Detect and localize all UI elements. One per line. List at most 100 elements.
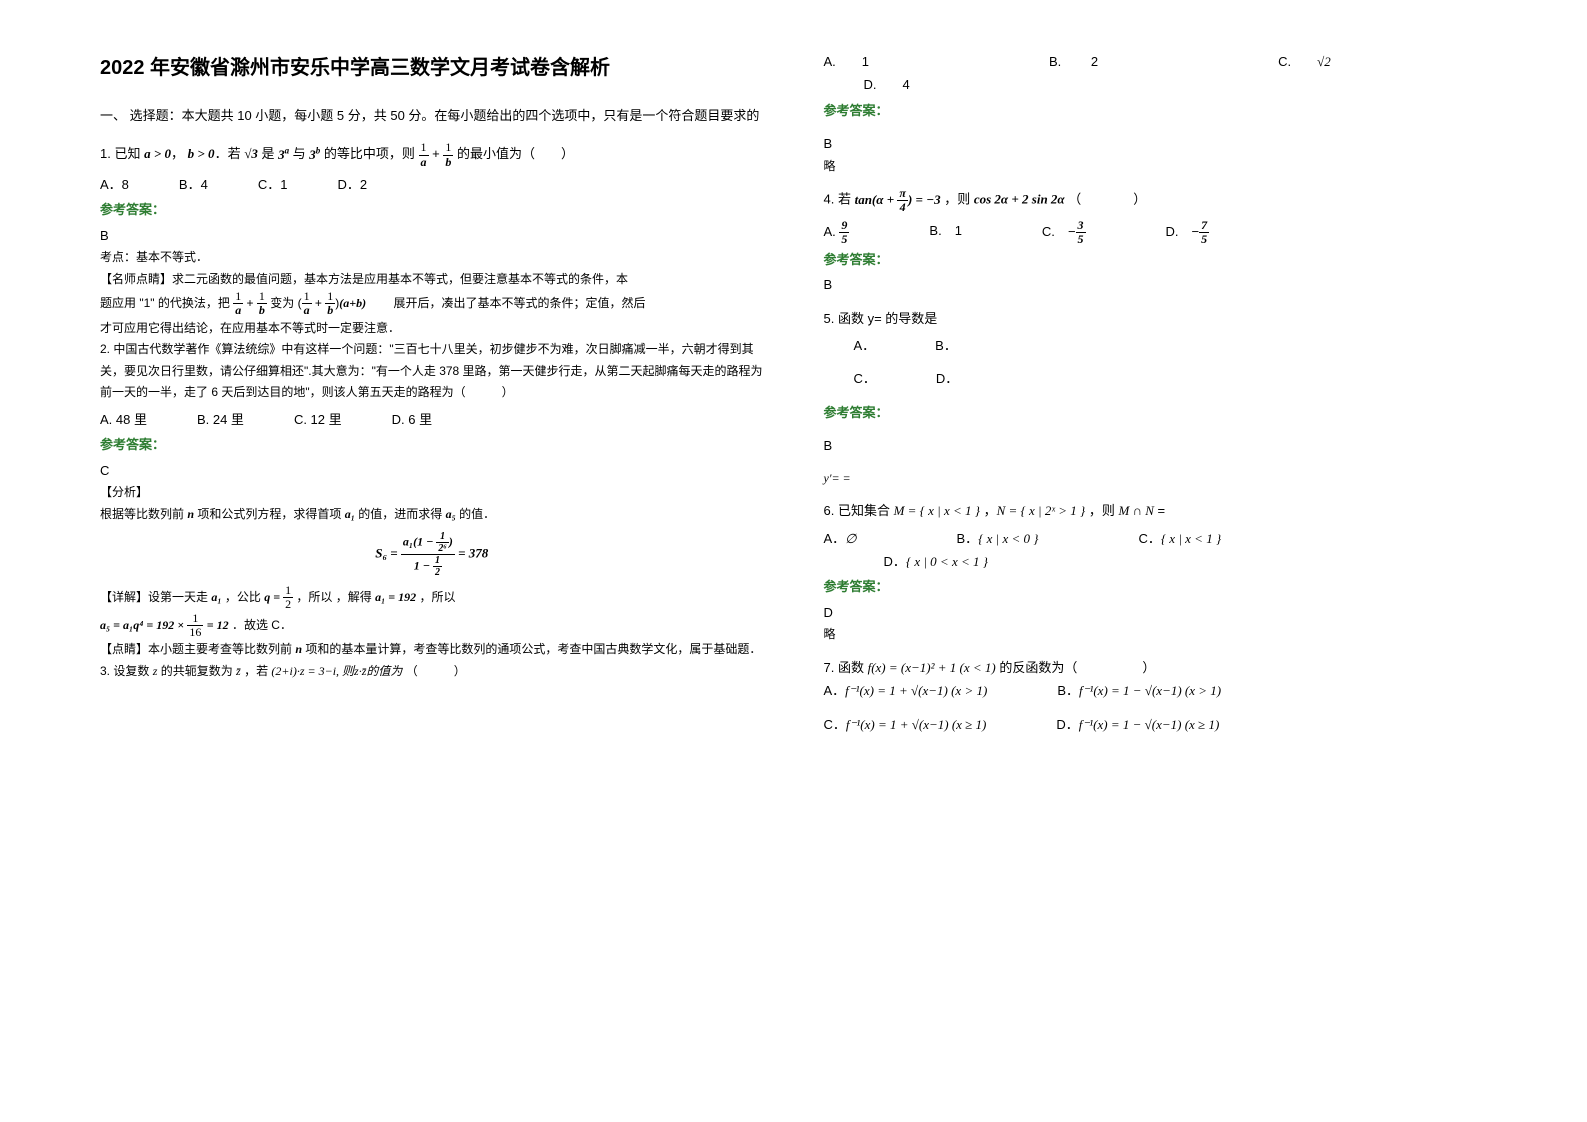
q3-opt-a: A. 1: [824, 50, 870, 73]
question-1: 1. 已知 a > 0， b > 0．若 √3 是 3a 与 3b 的等比中项，…: [100, 141, 764, 168]
right-column: A. 1 B. 2 C. √2 D. 4 参考答案： B 略 4. 若 tan(…: [824, 50, 1488, 1072]
q5-opt-c: C．: [854, 367, 876, 390]
q-eq: q =: [264, 590, 283, 604]
q7-opt-d: D．f⁻¹(x) = 1 − √(x−1) (x ≥ 1): [1056, 713, 1219, 736]
q3-answer-label: 参考答案：: [824, 99, 1488, 122]
q2-opt-d: D. 6 里: [392, 408, 432, 431]
frac-d: 4: [897, 201, 908, 214]
frac-d: b: [325, 304, 335, 317]
frac-n: 1: [302, 290, 312, 304]
a5-12: = 12: [207, 617, 229, 631]
q1-tail: 的最小值为（ ）: [457, 147, 574, 162]
inner-d: 2⁶: [436, 543, 448, 554]
q3c-label: C.: [1278, 54, 1291, 69]
q1-3a: 3a: [278, 147, 289, 162]
x01: { x | 0 < x < 1 }: [906, 554, 988, 569]
q1-sqrt3: √3: [244, 147, 258, 162]
q2-dete: ，所以: [419, 590, 455, 604]
q1-opt-d: D．2: [337, 173, 367, 196]
pi4-frac: π4: [897, 187, 908, 214]
frac-n: 1: [443, 141, 453, 155]
sym-z: z: [153, 664, 158, 678]
q1-note3-frac1: 1a: [233, 290, 243, 317]
q2-det: 【详解】设第一天走 a₁ ，公比 q = 12 ，所以 ，解得 a₁ = 192…: [100, 584, 764, 611]
q2-answer-label: 参考答案：: [100, 433, 764, 456]
q2-fx1c: 的值，进而求得: [358, 507, 445, 521]
q3-b: 的共轭复数为: [161, 664, 236, 678]
q4-a: 4. 若: [824, 192, 855, 207]
q1-b: b > 0: [188, 147, 215, 162]
q3-opt-d: D. 4: [864, 73, 1488, 96]
z-expr: (2+i)·z = 3−i, 则z·z̄的值为: [271, 664, 402, 678]
question-6: 6. 已知集合 M = { x | x < 1 } ，N = { x | 2ˣ …: [824, 499, 1488, 522]
q5-deriv: y′= =: [824, 468, 1488, 490]
q2-pj1: 【点睛】本小题主要考查等比数列前: [100, 642, 295, 656]
q6c-label: C．: [1138, 531, 1160, 546]
q1-frac1: 1a: [419, 141, 429, 168]
question-3: 3. 设复数 z 的共轭复数为 z̄ ，若 (2+i)·z = 3−i, 则z·…: [100, 661, 764, 683]
q5-opt-a: A．: [854, 334, 876, 357]
q7-options-row2: C．f⁻¹(x) = 1 + √(x−1) (x ≥ 1) D．f⁻¹(x) =…: [824, 713, 1488, 736]
q1-note3-ab: (a+b): [339, 296, 366, 310]
sqrt2: √2: [1317, 54, 1331, 69]
q4a-label: A.: [824, 224, 840, 239]
frac-n: 1: [419, 141, 429, 155]
q5-options-row1: A． B．: [854, 334, 1488, 357]
q4c-frac: 35: [1076, 219, 1086, 246]
q1-opt-b: B．4: [179, 173, 208, 196]
frac-n: 1: [187, 612, 203, 626]
frac-d: b: [257, 304, 267, 317]
inner-d2: 2: [433, 567, 442, 578]
q1-note4: 才可应用它得出结论，在应用基本不等式时一定要注意．: [100, 318, 764, 340]
q1-note3b: 变为: [270, 296, 297, 310]
q6-b: ，: [984, 503, 997, 518]
q4-cossin: cos 2α + 2 sin 2α: [974, 192, 1065, 207]
q1-answer: B: [100, 224, 764, 247]
xlt0: { x | x < 0 }: [978, 531, 1038, 546]
q3-d: （ ）: [406, 664, 466, 678]
q7-opt-a: A．f⁻¹(x) = 1 + √(x−1) (x > 1): [824, 679, 988, 702]
q6-answer: D: [824, 601, 1488, 624]
q2-pj: 【点睛】本小题主要考查等比数列前 n 项和的基本量计算，考查等比数列的通项公式，…: [100, 639, 764, 661]
set-M: M = { x | x < 1 }: [894, 503, 980, 518]
q6-opt-a: A．∅: [824, 527, 857, 550]
page-title: 2022 年安徽省滁州市安乐中学高三数学文月考试卷含解析: [100, 50, 764, 86]
q4-tan: tan(α + π4) = −3: [855, 192, 941, 207]
q4-b: ，则: [944, 192, 974, 207]
q4-answer: B: [824, 273, 1488, 296]
a5-eq: a₅ = a₁q⁴ = 192 ×: [100, 617, 184, 631]
q7c-label: C．: [824, 717, 846, 732]
q2-fx1a: 根据等比数列前: [100, 507, 187, 521]
q7-b: 的反函数为（ ）: [999, 660, 1155, 675]
q4d-label: D.: [1166, 224, 1192, 239]
frac-d: 5: [1199, 233, 1209, 246]
q6-opt-c: C．{ x | x < 1 }: [1138, 527, 1221, 550]
s6-den: 1 − 12: [401, 555, 455, 578]
s6-eq: = 378: [458, 546, 488, 561]
frac-n: 1: [325, 290, 335, 304]
sym-n2: n: [295, 642, 302, 656]
q4-answer-label: 参考答案：: [824, 248, 1488, 271]
sym-a1b: a₁: [211, 590, 221, 604]
sym-zbar: z̄: [236, 664, 241, 678]
a1-192: a₁ = 192: [375, 590, 416, 604]
f7a: f⁻¹(x) = 1 + √(x−1) (x > 1): [845, 683, 987, 698]
q2-deta: 【详解】设第一天走: [100, 590, 211, 604]
q3-opt-c: C. √2: [1278, 50, 1331, 73]
frac-d: 16: [187, 626, 203, 639]
set-N: N = { x | 2ˣ > 1 }: [997, 503, 1086, 518]
question-4: 4. 若 tan(α + π4) = −3 ，则 cos 2α + 2 sin …: [824, 187, 1488, 214]
q1-3b-exp: b: [316, 145, 321, 155]
MN: M ∩ N: [1119, 503, 1154, 518]
q6-opt-d: D．{ x | 0 < x < 1 }: [884, 550, 1488, 573]
section-heading: 一、 选择题：本大题共 10 小题，每小题 5 分，共 50 分。在每小题给出的…: [100, 104, 764, 127]
empty: ∅: [845, 531, 856, 546]
frac-n: 1: [283, 584, 293, 598]
fx7: f(x) = (x−1)² + 1 (x < 1): [868, 660, 996, 675]
q2-opt-a: A. 48 里: [100, 408, 147, 431]
q2-fx1b: 项和公式列方程，求得首项: [197, 507, 344, 521]
q4d-frac: 75: [1199, 219, 1209, 246]
q5-answer: B: [824, 434, 1488, 457]
q1-prefix: 1. 已知: [100, 147, 140, 162]
s6-num: a₁(1 − 12⁶): [401, 531, 455, 555]
